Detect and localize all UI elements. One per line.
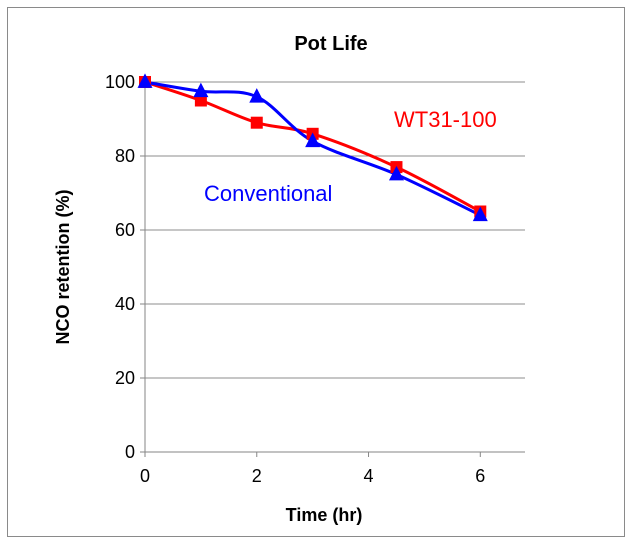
chart-title: Pot Life — [294, 33, 367, 55]
point-conventional-2 — [249, 88, 265, 103]
y-tick-label-60: 60 — [115, 220, 135, 240]
point-conventional-4 — [388, 165, 404, 181]
x-tick-label-0: 0 — [140, 466, 150, 486]
x-tick-label-2: 2 — [252, 466, 262, 486]
point-conventional-5 — [472, 206, 488, 222]
series-label-wt31-100: WT31-100 — [394, 107, 497, 132]
point-wt31-100-2 — [250, 116, 263, 129]
point-wt31-100-1 — [194, 94, 207, 107]
y-tick-label-100: 100 — [105, 72, 135, 92]
grid-lines — [145, 81, 525, 379]
x-tick-label-6: 6 — [475, 466, 485, 486]
y-tick-label-20: 20 — [115, 368, 135, 388]
series-group — [137, 73, 488, 222]
point-conventional-0 — [137, 73, 153, 88]
y-axis-label: NCO retention (%) — [53, 189, 73, 344]
axes — [140, 81, 525, 457]
series-label-conventional: Conventional — [204, 181, 332, 206]
y-tick-label-0: 0 — [125, 442, 135, 462]
y-tick-label-80: 80 — [115, 146, 135, 166]
x-axis-label: Time (hr) — [286, 505, 363, 525]
y-tick-label-40: 40 — [115, 294, 135, 314]
x-tick-label-4: 4 — [364, 466, 374, 486]
y-tick-labels: 0 20 40 60 80 100 — [105, 72, 135, 462]
x-tick-labels: 0 2 4 6 — [140, 466, 485, 486]
point-conventional-1 — [193, 82, 209, 98]
point-conventional-3 — [305, 132, 321, 148]
chart-frame — [7, 7, 625, 537]
